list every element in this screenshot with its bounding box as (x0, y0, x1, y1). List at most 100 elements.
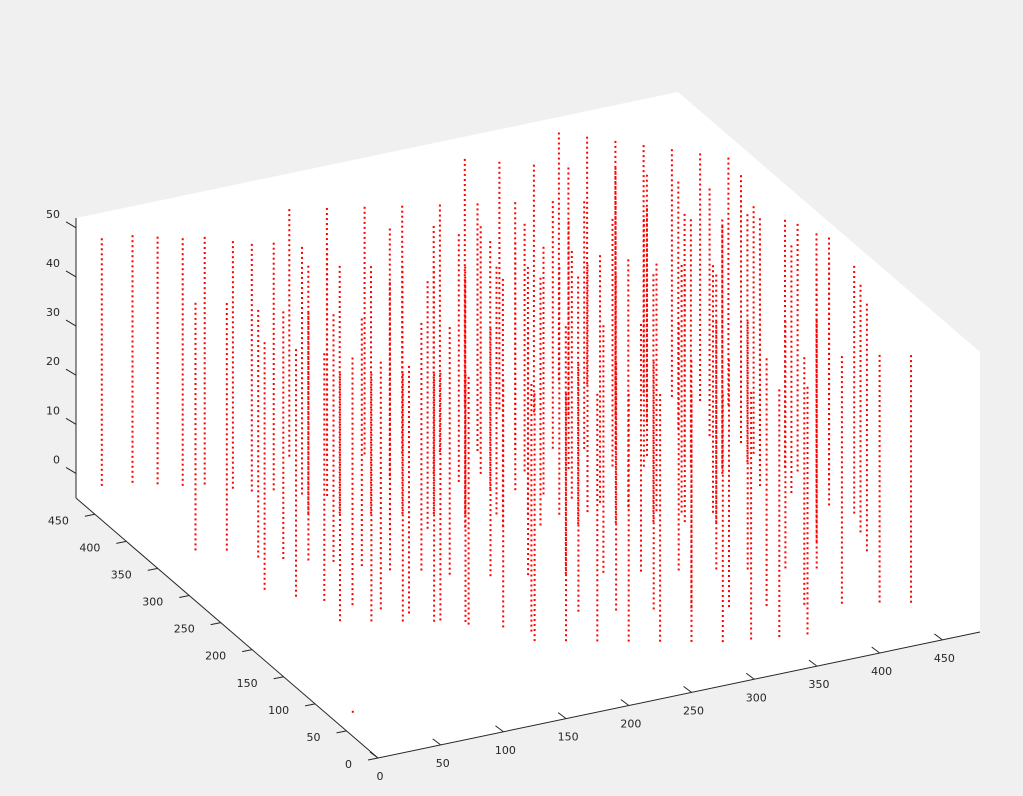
data-point (557, 172, 560, 175)
data-point (815, 309, 818, 311)
data-point (652, 344, 655, 347)
data-point (379, 547, 382, 550)
data-point (439, 473, 442, 475)
data-point (646, 363, 648, 366)
data-point (677, 443, 680, 446)
data-point (577, 376, 580, 379)
data-point (263, 467, 266, 470)
data-point (156, 352, 159, 354)
data-point (728, 580, 730, 582)
data-point (670, 249, 673, 252)
data-point (100, 458, 103, 461)
data-point (323, 423, 326, 426)
data-point (408, 426, 410, 428)
data-point (448, 372, 451, 375)
data-point (467, 622, 470, 625)
data-point (502, 565, 505, 568)
data-point (715, 562, 718, 565)
data-point (765, 403, 768, 406)
data-point (642, 245, 645, 248)
data-point (502, 620, 505, 623)
data-point (439, 508, 442, 511)
data-point (803, 537, 806, 540)
data-point (448, 532, 451, 535)
point-column (803, 357, 806, 605)
data-point (727, 157, 730, 160)
data-point (815, 504, 818, 507)
data-point (203, 347, 206, 350)
data-point (815, 401, 818, 404)
data-point (282, 351, 285, 354)
data-point (156, 316, 159, 319)
data-point (728, 379, 730, 382)
data-point (420, 548, 423, 551)
data-point (815, 524, 818, 527)
data-point (307, 312, 310, 315)
data-point (577, 519, 580, 522)
data-point (803, 517, 806, 520)
data-point (646, 278, 648, 281)
data-point (156, 251, 159, 254)
data-point (840, 391, 843, 394)
data-point (467, 427, 470, 430)
data-point (438, 259, 441, 262)
data-point (586, 156, 589, 159)
data-point (131, 400, 134, 403)
data-point (181, 348, 184, 351)
data-point (551, 421, 554, 424)
data-point (426, 446, 429, 449)
data-point (323, 463, 326, 466)
data-point (815, 366, 818, 368)
data-point (489, 529, 492, 532)
x-tick-mark (871, 646, 880, 654)
data-point (539, 448, 542, 451)
data-point (746, 259, 749, 262)
data-point (379, 497, 382, 499)
data-point (408, 491, 410, 494)
data-point (379, 472, 382, 474)
data-point (476, 393, 479, 396)
data-point (583, 396, 586, 399)
data-point (501, 344, 504, 346)
data-point (577, 361, 580, 364)
data-point (295, 474, 297, 477)
data-point (551, 436, 554, 439)
data-point (156, 457, 159, 460)
data-point (438, 274, 441, 277)
data-point (740, 205, 742, 208)
data-point (100, 368, 103, 371)
data-point (551, 431, 554, 434)
data-point (803, 397, 806, 400)
data-point (360, 413, 363, 416)
data-point (642, 190, 645, 193)
data-point (564, 511, 567, 514)
data-point (100, 398, 103, 401)
data-point (100, 478, 103, 481)
data-point (257, 540, 260, 543)
data-point (323, 508, 326, 511)
data-point (532, 305, 535, 307)
data-point (363, 417, 366, 420)
data-point (323, 568, 326, 571)
data-point (332, 489, 335, 492)
data-point (489, 504, 492, 507)
data-point (567, 398, 570, 401)
data-point (614, 172, 617, 175)
data-point (498, 221, 501, 224)
data-point (420, 508, 423, 511)
data-point (715, 490, 718, 493)
data-point (690, 576, 693, 579)
data-point (784, 511, 787, 514)
data-point (282, 557, 285, 559)
data-point (156, 442, 159, 445)
data-point (752, 291, 755, 294)
data-point (715, 341, 718, 344)
data-point (708, 298, 711, 301)
data-point (878, 450, 881, 453)
data-point (583, 371, 586, 374)
data-point (502, 570, 505, 573)
data-point (388, 387, 391, 390)
data-point (564, 366, 567, 369)
data-point (426, 461, 429, 464)
data-point (489, 423, 492, 426)
